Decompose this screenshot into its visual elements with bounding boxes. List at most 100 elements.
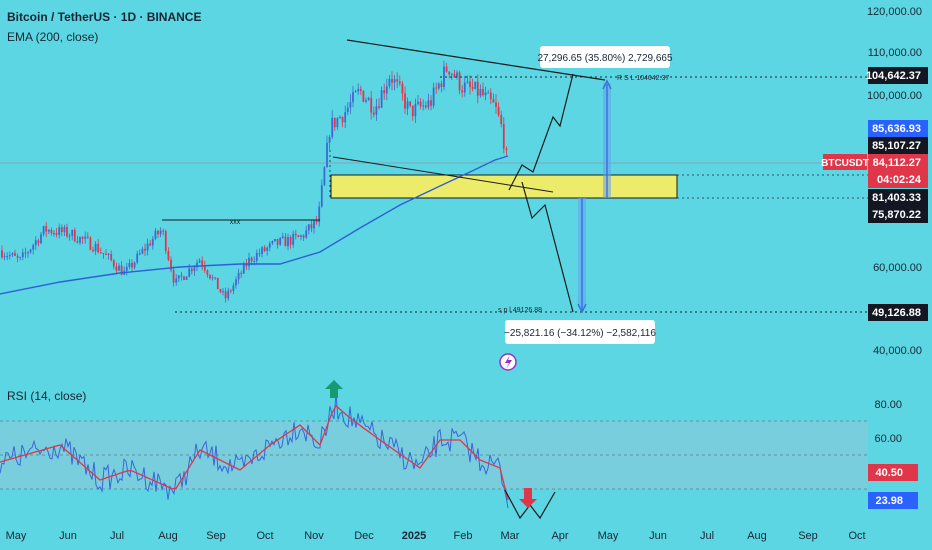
candle-body [149,243,152,246]
symbol-tag: BTCUSDT [821,158,869,169]
candle-body [1,250,3,258]
bearish-projection [521,181,574,313]
candle-body [219,289,222,293]
candle-body [76,241,79,243]
candle-body [47,229,50,232]
candle-body [305,230,308,238]
lower-trendline [332,156,554,193]
rsi-ma-line [0,404,509,501]
x-tick-label: Dec [354,530,374,542]
candle-body [128,262,131,268]
candle-body [3,256,6,258]
candle-body [411,105,414,117]
candle-body [144,248,146,251]
candle-body [375,106,378,115]
y-tick-label: 120,000.00 [867,6,922,18]
candle-body [448,71,451,75]
candle-body [318,206,321,223]
candle-body [315,220,318,223]
price-tag-bg [868,304,928,321]
candle-body [320,185,323,207]
target-up-label: 27,296.65 (35.80%) 2,729,665 [537,53,673,64]
candle-body [45,225,48,232]
candle-body [58,227,61,235]
candle-body [294,233,297,236]
price-tag: 75,870.22 [872,209,921,221]
candle-body [466,81,469,83]
price-tag: 84,112.27 [873,157,921,169]
candle-body [177,275,180,279]
candle-body [352,91,354,103]
candle-body [222,291,224,293]
candle-body [281,236,284,238]
x-tick-label: Jul [700,530,714,542]
x-tick-label: Oct [256,530,273,542]
candle-body [157,230,159,235]
candle-body [458,72,461,91]
price-tag-bg [868,154,928,188]
candle-body [372,112,375,115]
candle-body [365,100,367,102]
candle-body [284,236,287,247]
range-label: xxx [230,219,241,226]
candle-body [430,100,432,106]
price-tag: 85,107.27 [872,140,921,152]
ema-indicator-label[interactable]: EMA (200, close) [7,30,99,44]
candle-body [474,81,477,89]
x-tick-label: Oct [848,530,865,542]
price-tag-bg [868,206,928,223]
candle-body [380,90,383,108]
candle-body [125,267,128,271]
candle-body [107,253,110,255]
candle-body [201,260,204,266]
candle-body [180,275,183,277]
x-tick-label: Apr [551,530,568,542]
candle-body [388,78,391,87]
x-tick-label: Jun [649,530,667,542]
candle-body [34,240,37,246]
x-tick-label: 2025 [402,530,426,542]
price-tag-bg [868,137,928,154]
candle-body [495,102,497,107]
price-tag-bg [868,189,928,206]
candle-body [92,249,94,252]
candle-body [393,79,396,83]
candle-body [175,278,178,283]
candle-body [310,224,313,229]
candle-body [497,106,500,116]
candle-body [245,263,248,267]
rsl-label: R S L 104642.37 [617,75,669,82]
target-up-arrowhead [602,79,612,90]
candle-body [406,101,409,109]
candle-body [237,272,240,280]
candle-body [235,279,237,286]
candle-body [300,235,302,237]
candle-body [266,247,269,252]
rsi-indicator-label[interactable]: RSI (14, close) [7,389,87,403]
candle-body [190,268,193,272]
candle-body [469,81,471,88]
candle-body [6,256,9,258]
candle-body [11,253,14,256]
candle-body [232,285,235,291]
candle-body [164,231,167,252]
rsi-y-tick: 60.00 [874,433,902,445]
candle-body [63,227,66,233]
candle-body [115,266,118,271]
target-down-arrowhead [577,303,587,314]
target-up-label-bg [540,46,670,68]
spl-label: s p l 49126.88 [498,307,542,314]
candle-body [432,87,435,106]
price-tag: 85,636.93 [872,123,921,135]
x-tick-label: Aug [158,530,178,542]
candle-body [357,89,360,92]
x-tick-label: Mar [501,530,520,542]
candle-body [422,105,425,107]
candle-body [227,290,230,299]
candle-body [131,262,133,268]
candle-body [99,252,102,254]
candle-body [16,255,19,258]
target-down-label: −25,821.16 (−34.12%) −2,582,116 [504,328,656,339]
candle-body [274,238,276,242]
